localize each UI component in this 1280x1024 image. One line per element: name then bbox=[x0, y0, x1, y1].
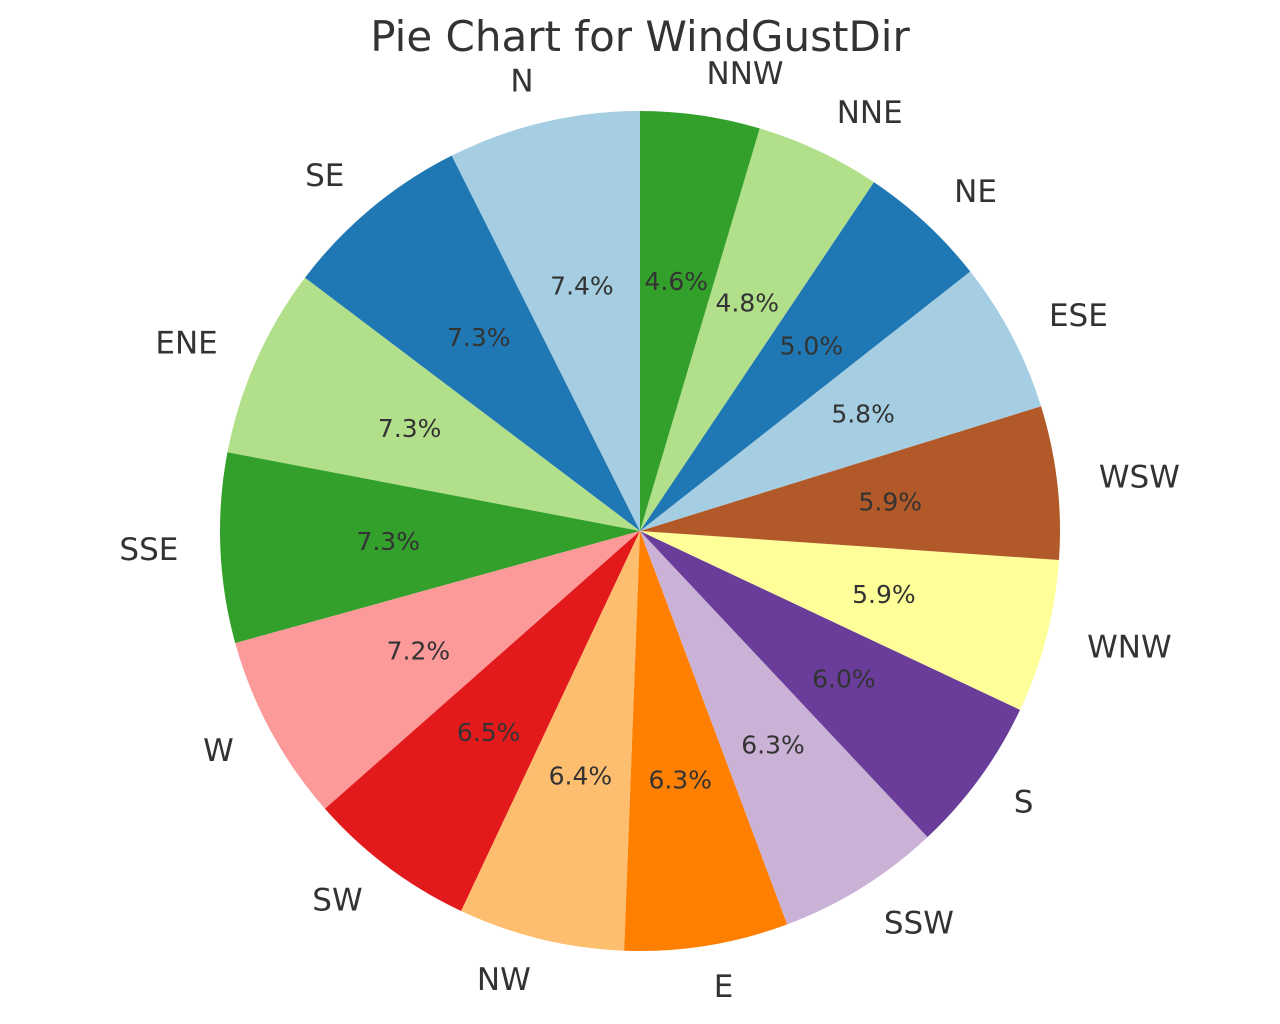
percent-label-ne: 5.0% bbox=[780, 332, 844, 361]
percent-label-s: 6.0% bbox=[812, 665, 876, 694]
category-label-s: S bbox=[1014, 785, 1034, 821]
pie-slice-nw bbox=[461, 531, 640, 951]
category-label-se: SE bbox=[305, 158, 344, 194]
chart-title: Pie Chart for WindGustDir bbox=[370, 12, 910, 61]
category-label-wsw: WSW bbox=[1099, 459, 1180, 495]
percent-label-w: 7.2% bbox=[387, 637, 451, 666]
pie-slice-n bbox=[451, 111, 640, 531]
percent-label-se: 7.3% bbox=[447, 323, 511, 352]
pie-slice-sse bbox=[220, 452, 640, 644]
category-label-nw: NW bbox=[477, 962, 531, 998]
category-label-nne: NNE bbox=[837, 95, 903, 131]
pie-slice-wnw bbox=[640, 531, 1059, 710]
pie-slice-s bbox=[640, 531, 1021, 838]
percent-label-ene: 7.3% bbox=[378, 414, 442, 443]
category-label-n: N bbox=[510, 63, 533, 99]
pie-slice-ne bbox=[640, 182, 971, 531]
percent-label-ssw: 6.3% bbox=[741, 731, 805, 760]
percent-label-wsw: 5.9% bbox=[859, 487, 923, 516]
category-label-sse: SSE bbox=[119, 532, 178, 568]
percent-label-sse: 7.3% bbox=[356, 527, 420, 556]
category-label-ene: ENE bbox=[155, 326, 217, 362]
pie-slice-se bbox=[304, 155, 640, 531]
pie-slice-e bbox=[624, 531, 788, 951]
pie-slice-wsw bbox=[640, 406, 1061, 561]
category-label-nnw: NNW bbox=[707, 56, 784, 92]
category-label-ese: ESE bbox=[1049, 298, 1108, 334]
pie-slice-sw bbox=[324, 531, 640, 912]
pie-slice-nne bbox=[640, 128, 874, 532]
percent-label-sw: 6.5% bbox=[457, 718, 521, 747]
pie-slice-ene bbox=[227, 277, 640, 531]
percent-label-nnw: 4.6% bbox=[645, 267, 709, 296]
category-label-sw: SW bbox=[312, 882, 362, 918]
category-label-ssw: SSW bbox=[884, 905, 954, 941]
category-label-w: W bbox=[203, 733, 234, 769]
percent-label-n: 7.4% bbox=[550, 271, 614, 300]
pie-slice-ese bbox=[640, 271, 1042, 531]
category-label-e: E bbox=[714, 969, 734, 1005]
pie-slice-w bbox=[235, 531, 641, 809]
category-label-wnw: WNW bbox=[1087, 629, 1172, 665]
percent-label-nne: 4.8% bbox=[716, 288, 780, 317]
percent-label-e: 6.3% bbox=[648, 765, 712, 794]
percent-label-wnw: 5.9% bbox=[852, 580, 916, 609]
category-label-ne: NE bbox=[954, 174, 997, 210]
pie-slice-ssw bbox=[640, 531, 928, 925]
percent-label-nw: 6.4% bbox=[549, 761, 613, 790]
percent-label-ese: 5.8% bbox=[831, 399, 895, 428]
percent-labels: 7.4% 7.3% 7.3% 7.3% 7.2% 6.5% 6.4% 6.3% 6.3% 6.0%… bbox=[356, 267, 922, 794]
pie-slices bbox=[220, 111, 1061, 951]
pie-slice-nnw bbox=[640, 111, 760, 531]
